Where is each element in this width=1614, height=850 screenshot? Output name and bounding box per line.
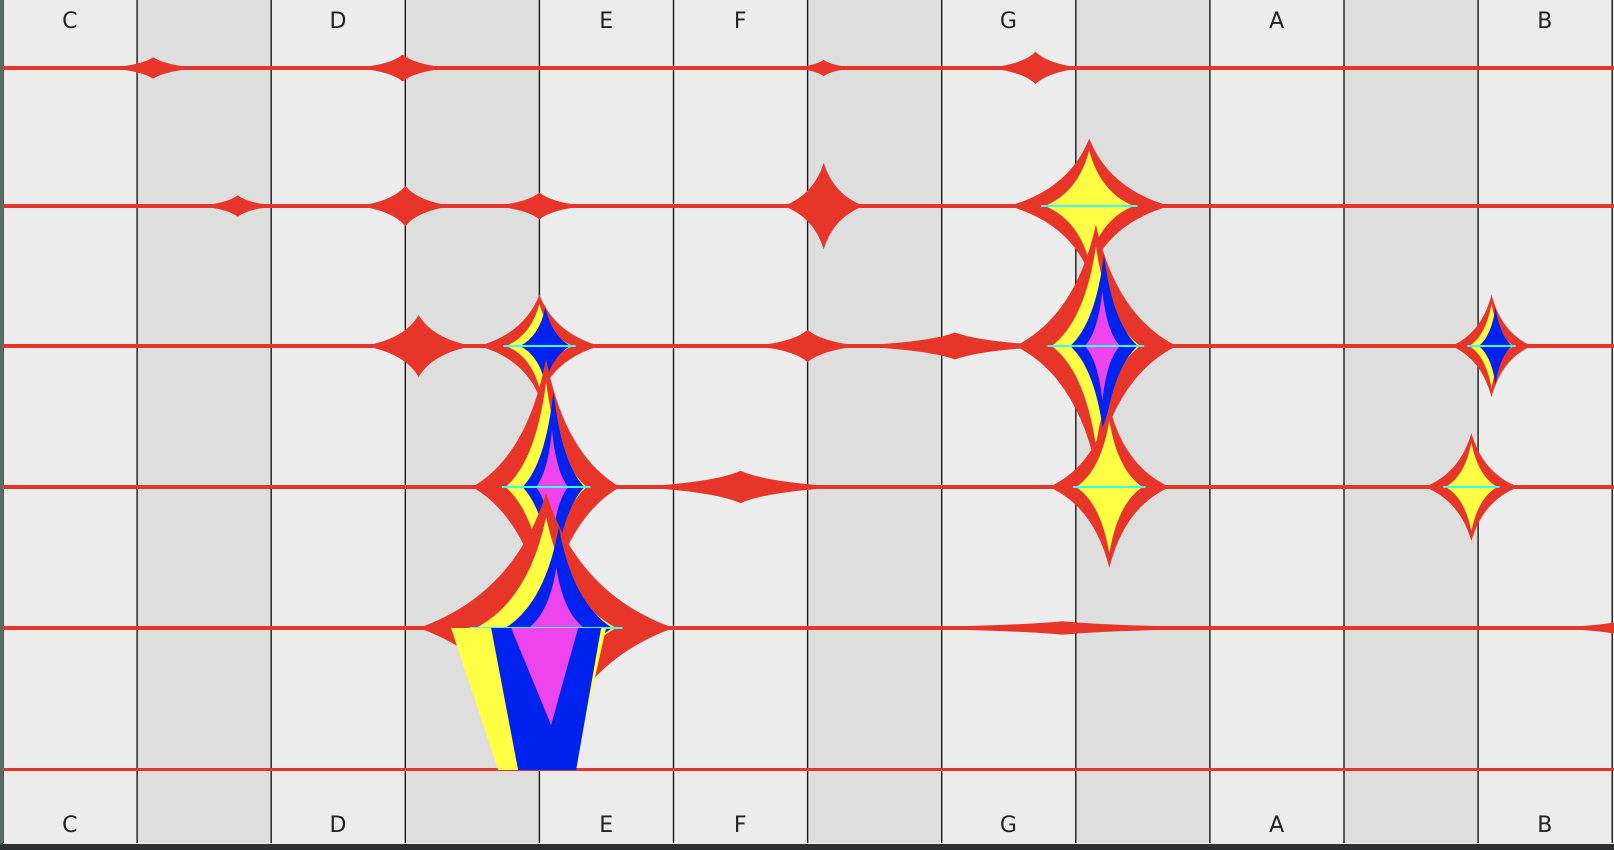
- note-label-top-g: G: [999, 9, 1018, 34]
- spectral-peak: [106, 57, 201, 79]
- spectral-peak: [1531, 622, 1614, 634]
- bottom-edge-strip: [0, 844, 1614, 850]
- note-label-top-c: C: [62, 9, 78, 34]
- left-edge-strip: [0, 0, 3, 850]
- note-label-bottom-b: B: [1537, 813, 1553, 838]
- spectral-peak-line: [1467, 345, 1516, 347]
- note-label-bottom-d: D: [329, 813, 347, 838]
- spectral-baseline: [3, 768, 1614, 771]
- spectral-peak: [492, 192, 587, 220]
- spectral-peak-line: [1047, 345, 1145, 347]
- spectral-peak: [365, 314, 473, 378]
- spectral-peak: [861, 621, 1264, 635]
- spectral-peak: [783, 162, 864, 250]
- spectral-peak: [358, 185, 453, 227]
- note-label-top-e: E: [599, 9, 614, 34]
- note-label-top-f: F: [733, 9, 748, 34]
- spectral-peak: [753, 329, 862, 363]
- spectral-peak: [847, 332, 1063, 360]
- spectral-peak-line: [1443, 486, 1500, 488]
- black-key-column: [807, 0, 942, 843]
- black-key-column: [137, 0, 272, 843]
- note-label-bottom-c: C: [62, 813, 78, 838]
- spectral-peak-tail: [511, 628, 579, 725]
- spectral-peak-line: [501, 486, 591, 488]
- spectral-peak: [355, 54, 450, 82]
- spectral-peak: [197, 195, 278, 217]
- note-label-top-a: A: [1269, 9, 1285, 34]
- spectral-peak: [790, 59, 858, 77]
- spectral-peak-line: [503, 345, 576, 347]
- note-label-top-d: D: [329, 9, 347, 34]
- spectral-baseline: [3, 626, 1614, 630]
- note-label-bottom-g: G: [999, 813, 1018, 838]
- spectral-peak: [633, 470, 848, 504]
- spectral-peak-line: [1040, 205, 1138, 207]
- note-label-bottom-f: F: [733, 813, 748, 838]
- spectral-peak-line: [1073, 486, 1146, 488]
- spectral-peak: [988, 51, 1083, 85]
- black-key-column: [1344, 0, 1479, 843]
- note-label-top-b: B: [1537, 9, 1553, 34]
- note-label-bottom-e: E: [599, 813, 614, 838]
- note-label-bottom-a: A: [1269, 813, 1285, 838]
